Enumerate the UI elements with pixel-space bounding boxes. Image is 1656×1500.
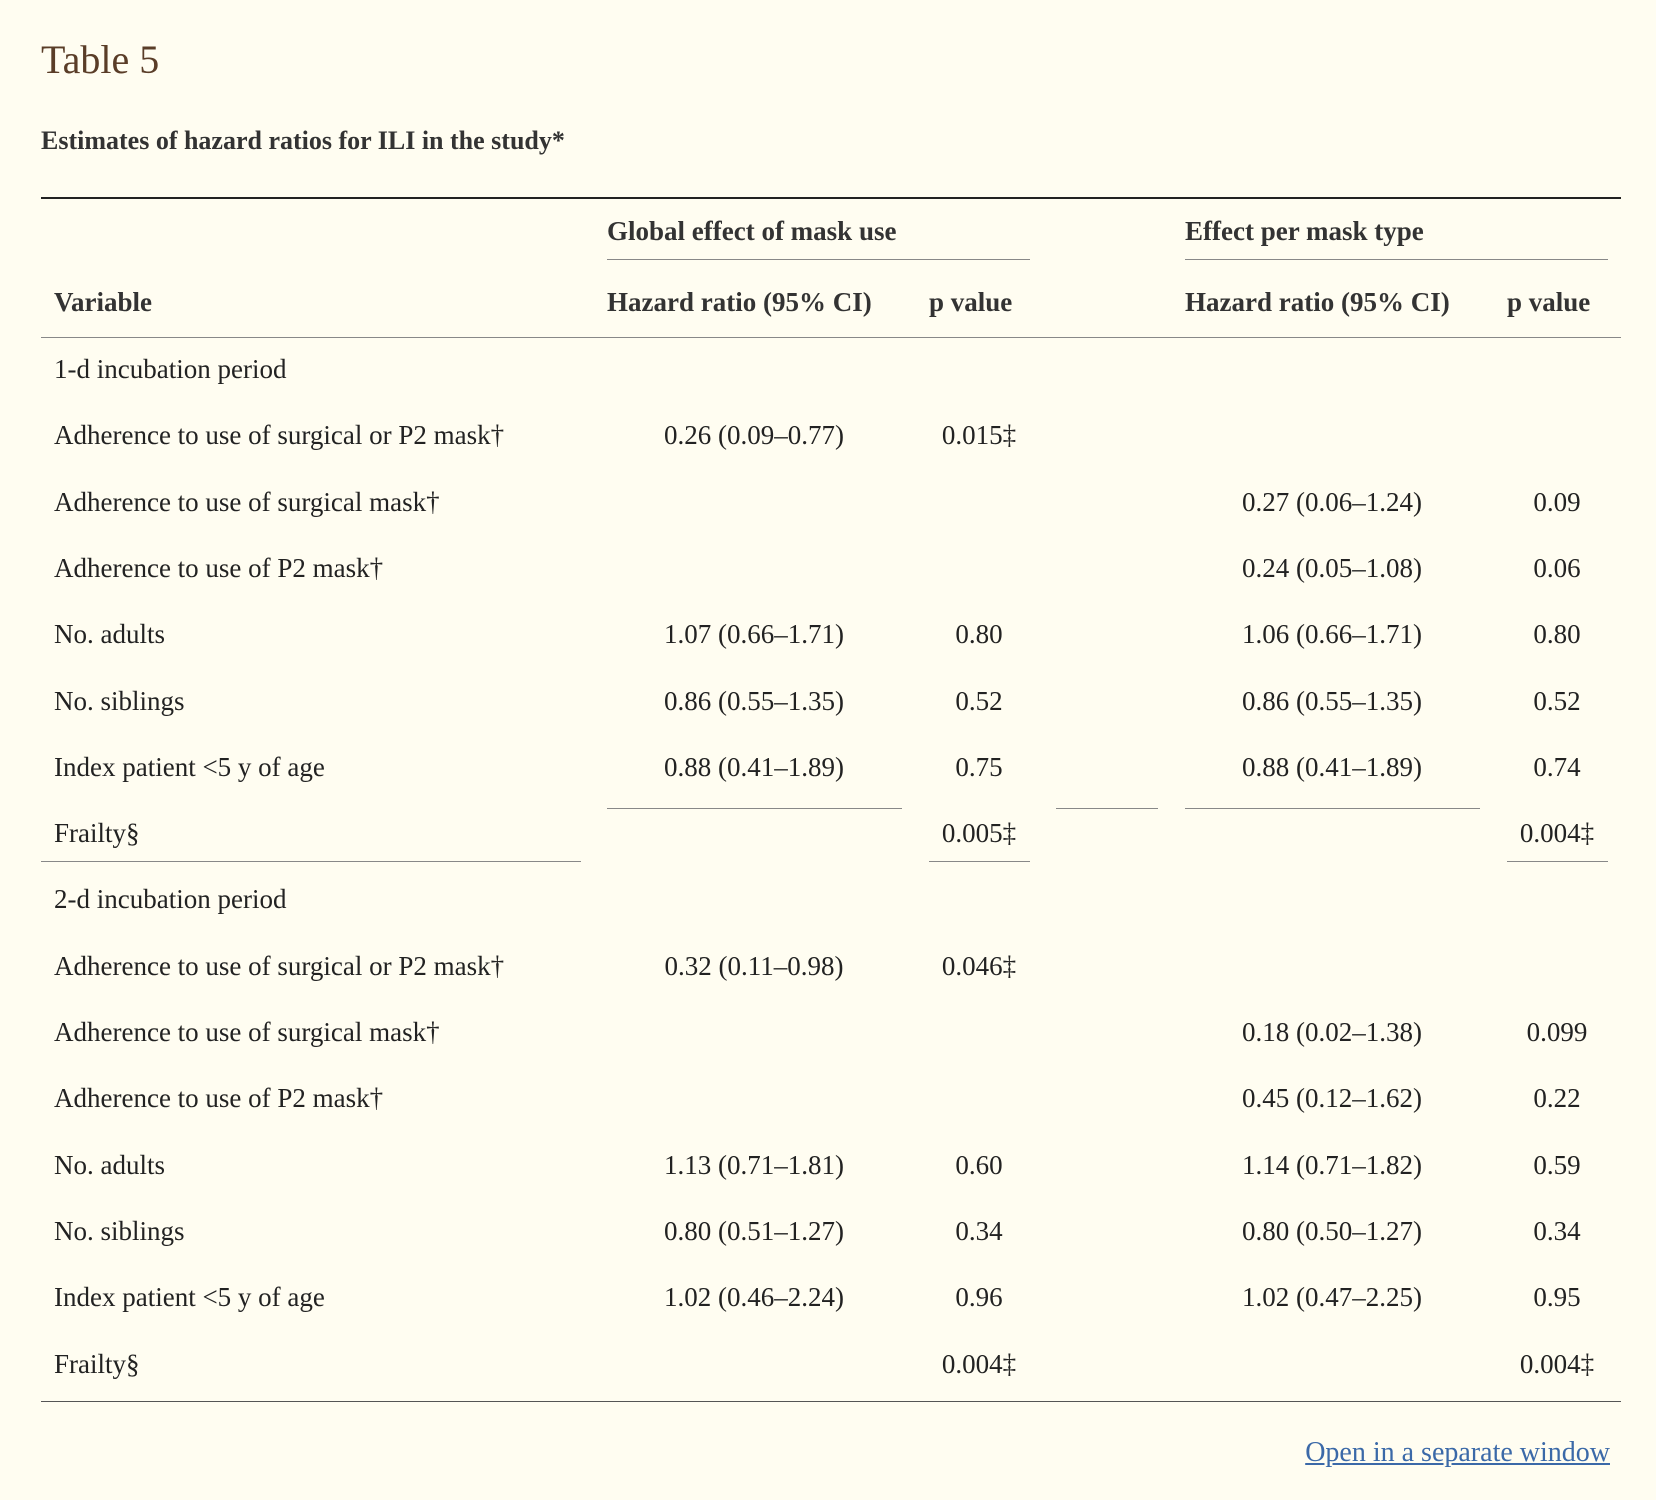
row-hr-type: 0.80 (0.50–1.27) <box>1242 1216 1422 1246</box>
row-p-global: 0.52 <box>955 686 1003 716</box>
p-type-separator <box>1507 861 1608 862</box>
row-hr-global: 0.80 (0.51–1.27) <box>664 1216 844 1246</box>
header-group-per-type-underline <box>1185 259 1608 260</box>
row-p-global: 0.005‡ <box>941 818 1017 848</box>
table-top-rule <box>41 197 1621 199</box>
table-title: Table 5 <box>41 37 160 82</box>
row-p-type: 0.74 <box>1533 752 1581 782</box>
row-p-global: 0.80 <box>955 619 1003 649</box>
row-hr-type: 0.45 (0.12–1.62) <box>1242 1083 1422 1113</box>
header-group-per-type: Effect per mask type <box>1185 216 1424 246</box>
row-variable: No. siblings <box>54 686 185 716</box>
row-variable: No. siblings <box>54 1216 185 1246</box>
row-variable: Adherence to use of surgical or P2 mask† <box>54 420 505 450</box>
row-p-global: 0.96 <box>955 1282 1003 1312</box>
row-variable: Adherence to use of surgical mask† <box>54 487 440 517</box>
row-p-global: 0.046‡ <box>941 951 1017 981</box>
row-variable: 1-d incubation period <box>54 354 287 384</box>
header-p-type: p value <box>1507 287 1591 317</box>
p-global-separator <box>929 861 1030 862</box>
row-p-type: 0.95 <box>1533 1282 1581 1312</box>
row-p-global: 0.34 <box>955 1216 1003 1246</box>
row-hr-global: 0.32 (0.11–0.98) <box>664 951 844 981</box>
row-p-type: 0.22 <box>1533 1083 1581 1113</box>
header-group-global-underline <box>607 259 1030 260</box>
row-variable: Adherence to use of P2 mask† <box>54 553 384 583</box>
row-variable: No. adults <box>54 619 165 649</box>
row-variable: Adherence to use of surgical mask† <box>54 1017 440 1047</box>
row-variable: 2-d incubation period <box>54 884 287 914</box>
header-hr-global: Hazard ratio (95% CI) <box>607 287 872 317</box>
header-group-global: Global effect of mask use <box>607 216 897 246</box>
row-variable: Index patient <5 y of age <box>54 1282 325 1312</box>
header-bottom-rule <box>41 337 1621 338</box>
open-separate-window-link[interactable]: Open in a separate window <box>1305 1437 1610 1468</box>
row-variable: Adherence to use of surgical or P2 mask† <box>54 951 505 981</box>
row-p-type: 0.52 <box>1533 686 1581 716</box>
row-p-type: 0.80 <box>1533 619 1581 649</box>
row-variable: Adherence to use of P2 mask† <box>54 1083 384 1113</box>
row-p-type: 0.004‡ <box>1519 1349 1595 1379</box>
row-hr-type: 0.24 (0.05–1.08) <box>1242 553 1422 583</box>
row-p-global: 0.60 <box>955 1150 1003 1180</box>
row-variable: Frailty§ <box>54 1349 140 1379</box>
variable-separator <box>41 861 581 862</box>
row-hr-global: 1.13 (0.71–1.81) <box>664 1150 844 1180</box>
header-variable: Variable <box>54 287 153 317</box>
row-p-type: 0.004‡ <box>1519 818 1595 848</box>
table-caption: Estimates of hazard ratios for ILI in th… <box>41 126 565 155</box>
row-p-type: 0.09 <box>1533 487 1581 517</box>
row-hr-type: 0.18 (0.02–1.38) <box>1242 1017 1422 1047</box>
header-p-global: p value <box>929 287 1013 317</box>
table-bottom-rule <box>41 1401 1621 1402</box>
row-hr-type: 1.14 (0.71–1.82) <box>1242 1150 1422 1180</box>
hr-type-separator <box>1185 808 1480 809</box>
row-hr-type: 1.06 (0.66–1.71) <box>1242 619 1422 649</box>
row-p-type: 0.34 <box>1533 1216 1581 1246</box>
row-hr-type: 0.27 (0.06–1.24) <box>1242 487 1422 517</box>
row-variable: No. adults <box>54 1150 165 1180</box>
row-p-type: 0.06 <box>1533 553 1581 583</box>
header-hr-type: Hazard ratio (95% CI) <box>1185 287 1450 317</box>
row-p-global: 0.004‡ <box>941 1349 1017 1379</box>
row-hr-global: 0.88 (0.41–1.89) <box>664 752 844 782</box>
row-hr-global: 1.02 (0.46–2.24) <box>664 1282 844 1312</box>
row-hr-global: 1.07 (0.66–1.71) <box>664 619 844 649</box>
row-hr-type: 0.88 (0.41–1.89) <box>1242 752 1422 782</box>
hr-global-separator <box>607 808 902 809</box>
row-variable: Index patient <5 y of age <box>54 752 325 782</box>
row-hr-global: 0.86 (0.55–1.35) <box>664 686 844 716</box>
row-p-global: 0.75 <box>955 752 1003 782</box>
row-p-type: 0.099 <box>1526 1017 1588 1047</box>
spacer-separator <box>1056 808 1158 809</box>
row-hr-type: 1.02 (0.47–2.25) <box>1242 1282 1422 1312</box>
row-hr-type: 0.86 (0.55–1.35) <box>1242 686 1422 716</box>
row-p-global: 0.015‡ <box>941 420 1017 450</box>
row-variable: Frailty§ <box>54 818 140 848</box>
row-p-type: 0.59 <box>1533 1150 1581 1180</box>
row-hr-global: 0.26 (0.09–0.77) <box>664 420 844 450</box>
